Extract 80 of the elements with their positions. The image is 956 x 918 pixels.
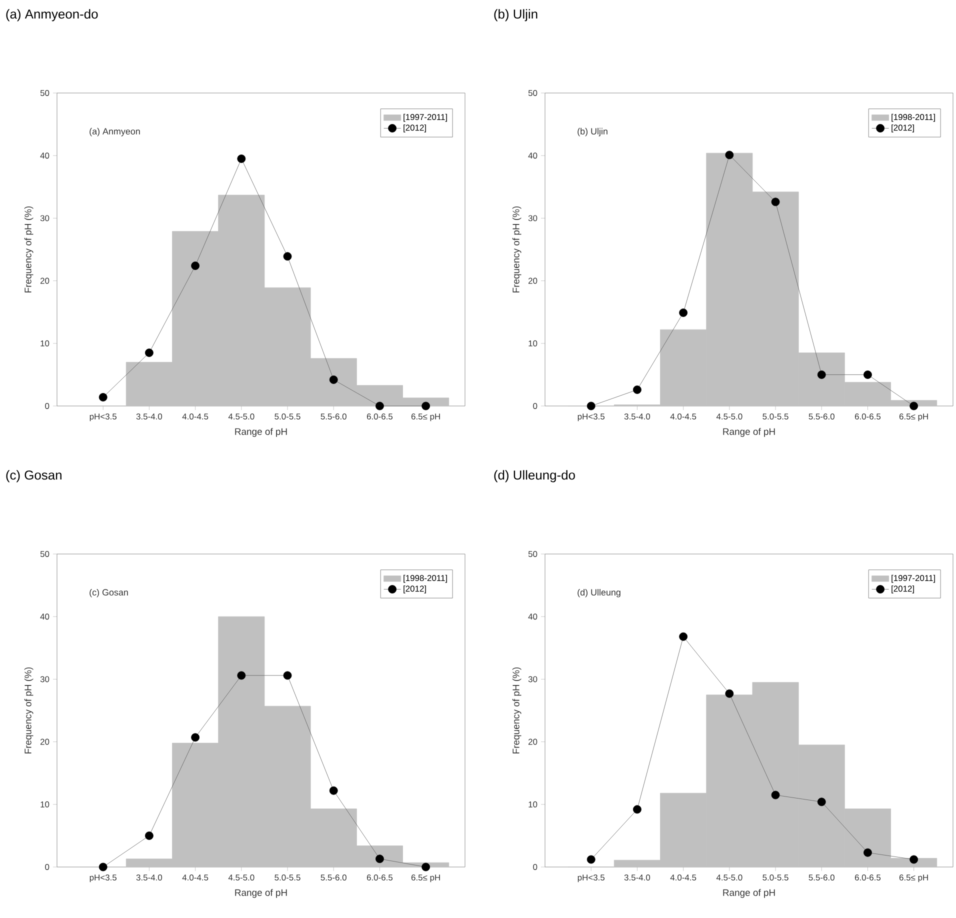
x-tick-label: 3.5-4.0	[624, 874, 650, 881]
y-tick-label: 10	[40, 340, 50, 346]
y-tick-label: 20	[40, 738, 50, 745]
x-tick-label: 6.0-6.5	[854, 414, 881, 420]
x-tick-label: 4.0-4.5	[670, 874, 696, 881]
y-tick-label: 0	[533, 403, 538, 409]
annotation: (a) Anmyeon	[90, 128, 140, 136]
x-tick-label: 6.0-6.5	[854, 874, 881, 881]
y-axis-title: Frequency of pH (%)	[24, 206, 34, 292]
y-tick-label: 20	[528, 278, 538, 284]
x-tick-label: 5.5-6.0	[320, 414, 346, 420]
x-tick-label: 3.5-4.0	[136, 414, 162, 420]
y-tick-label: 50	[528, 90, 538, 96]
chart-title: (a) Anmyeon-do	[6, 9, 98, 22]
x-tick-label: 5.0-5.5	[762, 874, 788, 881]
y-axis-title: Frequency of pH (%)	[512, 667, 522, 754]
chart-title: (c) Gosan	[6, 470, 62, 482]
legend-label: [2012]	[404, 124, 426, 132]
x-tick-label: 6.5≤ pH	[899, 874, 928, 882]
x-tick-label: 3.5-4.0	[136, 874, 162, 881]
x-tick-label: pH<3.5	[578, 414, 605, 422]
x-tick-label: 4.5-5.0	[228, 414, 254, 420]
x-tick-label: 3.5-4.0	[624, 414, 650, 420]
y-tick-label: 50	[40, 90, 50, 96]
x-tick-label: 4.0-4.5	[182, 874, 208, 881]
x-tick-label: 6.0-6.5	[366, 874, 393, 881]
x-tick-label: 5.5-6.0	[808, 874, 834, 881]
x-tick-label: 6.5≤ pH	[899, 414, 928, 422]
x-tick-label: 4.0-4.5	[182, 414, 208, 420]
legend-label: [1998-2011]	[892, 114, 935, 122]
legend-label: [2012]	[404, 585, 426, 594]
chart-title: (d) Ulleung-do	[494, 470, 575, 482]
y-tick-label: 20	[40, 278, 50, 284]
y-axis-title: Frequency of pH (%)	[24, 667, 34, 754]
annotation: (d) Ulleung	[578, 588, 620, 598]
y-tick-label: 0	[45, 864, 50, 870]
x-tick-label: 5.5-6.0	[320, 874, 346, 881]
y-tick-label: 40	[528, 152, 538, 159]
x-tick-label: 4.5-5.0	[716, 874, 742, 881]
y-tick-label: 0	[45, 403, 50, 409]
legend-label: [1998-2011]	[404, 574, 447, 583]
chart-title: (b) Uljin	[494, 9, 538, 22]
y-tick-label: 30	[528, 676, 538, 682]
legend-label: [2012]	[892, 124, 914, 132]
annotation: (b) Uljin	[578, 128, 608, 136]
y-tick-label: 50	[40, 551, 50, 557]
x-axis-title: Range of pH	[723, 428, 775, 437]
x-axis-title: Range of pH	[723, 889, 775, 898]
y-tick-label: 30	[40, 215, 50, 222]
y-tick-label: 20	[528, 738, 538, 745]
legend-label: [2012]	[892, 585, 914, 594]
legend-label: [1997-2011]	[892, 574, 935, 583]
x-tick-label: 5.5-6.0	[808, 414, 834, 420]
x-tick-label: 6.5≤ pH	[411, 874, 440, 882]
y-tick-label: 0	[533, 864, 538, 870]
x-tick-label: pH<3.5	[578, 874, 605, 882]
y-tick-label: 40	[528, 614, 538, 620]
x-tick-label: 6.0-6.5	[366, 414, 393, 420]
x-tick-label: pH<3.5	[90, 414, 117, 422]
x-tick-label: 5.0-5.5	[274, 414, 300, 420]
x-tick-label: 4.5-5.0	[228, 874, 254, 881]
y-tick-label: 30	[528, 215, 538, 222]
y-tick-label: 10	[40, 801, 50, 808]
x-tick-label: 5.0-5.5	[274, 874, 300, 881]
x-axis-title: Range of pH	[235, 889, 287, 898]
y-tick-label: 40	[40, 614, 50, 620]
legend-label: [1997-2011]	[404, 114, 447, 122]
x-tick-label: 4.5-5.0	[716, 414, 742, 420]
y-tick-label: 50	[528, 551, 538, 557]
x-tick-label: 5.0-5.5	[762, 414, 788, 420]
annotation: (c) Gosan	[90, 588, 128, 598]
x-tick-label: 6.5≤ pH	[411, 414, 440, 422]
x-axis-title: Range of pH	[235, 428, 287, 437]
y-tick-label: 30	[40, 676, 50, 682]
y-tick-label: 40	[40, 152, 50, 159]
x-tick-label: 4.0-4.5	[670, 414, 696, 420]
y-axis-title: Frequency of pH (%)	[512, 206, 522, 292]
y-tick-label: 10	[528, 340, 538, 346]
x-tick-label: pH<3.5	[90, 874, 117, 882]
y-tick-label: 10	[528, 801, 538, 808]
